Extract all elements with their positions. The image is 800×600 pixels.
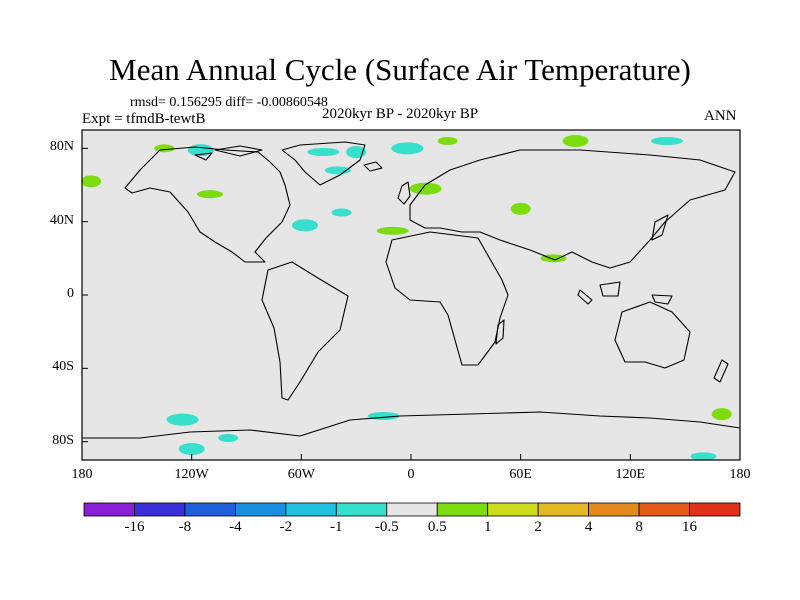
anomaly-patch: [291, 219, 318, 232]
x-tick-label: 120W: [174, 467, 209, 482]
anomaly-patch: [650, 137, 683, 145]
anomaly-patch: [562, 135, 589, 147]
colorbar-swatch: [386, 502, 438, 517]
y-tick-label: 40S: [52, 359, 74, 375]
colorbar-swatch: [83, 502, 135, 517]
y-tick-label: 0: [67, 286, 74, 301]
anomaly-patch: [391, 142, 424, 155]
anomaly-patch: [711, 408, 732, 421]
colorbar-swatch: [537, 502, 590, 517]
anomaly-patch: [331, 208, 352, 217]
colorbar-label: -1: [330, 519, 343, 535]
x-tick-label: 0: [407, 467, 415, 482]
period-label: 2020kyr BP - 2020kyr BP: [322, 106, 479, 122]
x-tick-label: 180: [729, 467, 751, 482]
anomaly-patch: [196, 190, 223, 199]
colorbar-swatch: [285, 502, 337, 517]
coastlines: [82, 141, 741, 439]
anomaly-patch: [154, 144, 175, 153]
x-tick-label: 120E: [615, 467, 646, 482]
y-tick-label: 80S: [52, 432, 74, 448]
anomaly-patch: [166, 413, 199, 426]
anomaly-patch: [510, 202, 531, 215]
anomaly-patch: [178, 443, 205, 455]
anomaly-patch: [376, 226, 409, 235]
colorbar-label: 16: [682, 519, 698, 535]
x-tick-label: 180: [71, 467, 93, 482]
anomaly-patch: [437, 137, 458, 145]
colorbar-swatch: [335, 502, 388, 517]
anomaly-patch: [409, 182, 442, 195]
colorbar-swatch: [234, 502, 287, 517]
y-tick-label: 40N: [49, 212, 74, 228]
colorbar-label: 8: [635, 519, 643, 535]
colorbar-label: 4: [584, 519, 593, 535]
colorbar-label: -0.5: [374, 519, 399, 535]
anomaly-patch: [307, 148, 340, 156]
colorbar-label: 2: [534, 519, 542, 535]
colorbar-swatch: [487, 502, 539, 517]
colorbar-swatch: [134, 502, 186, 517]
chart-title: Mean Annual Cycle (Surface Air Temperatu…: [109, 52, 691, 87]
y-tick-label: 80N: [49, 139, 74, 155]
anomaly-patch: [81, 175, 102, 188]
anomaly-patch: [218, 434, 239, 442]
colorbar-label: 1: [483, 519, 492, 535]
x-tick-label: 60E: [509, 467, 532, 482]
map-background: [82, 130, 740, 460]
season-label: ANN: [704, 108, 737, 124]
colorbar-label: -16: [124, 519, 145, 535]
colorbar-label: -4: [229, 519, 242, 535]
x-tick-label: 60W: [287, 467, 315, 482]
colorbar-label: -8: [178, 519, 192, 535]
experiment-label: Expt = tfmdB-tewtB: [82, 111, 206, 127]
colorbar-swatch: [689, 502, 741, 517]
colorbar: [83, 502, 741, 517]
anomaly-layer: [81, 135, 732, 461]
colorbar-label: -2: [279, 519, 293, 535]
colorbar-swatch: [638, 502, 690, 517]
colorbar-swatch: [436, 502, 489, 517]
colorbar-swatch: [184, 502, 236, 517]
stats-text: rmsd= 0.156295 diff= -0.00860548: [130, 95, 328, 110]
axis-ticks: [81, 147, 741, 460]
anomaly-patch: [690, 452, 717, 461]
colorbar-swatch: [588, 502, 640, 517]
colorbar-label: 0.5: [427, 519, 447, 535]
